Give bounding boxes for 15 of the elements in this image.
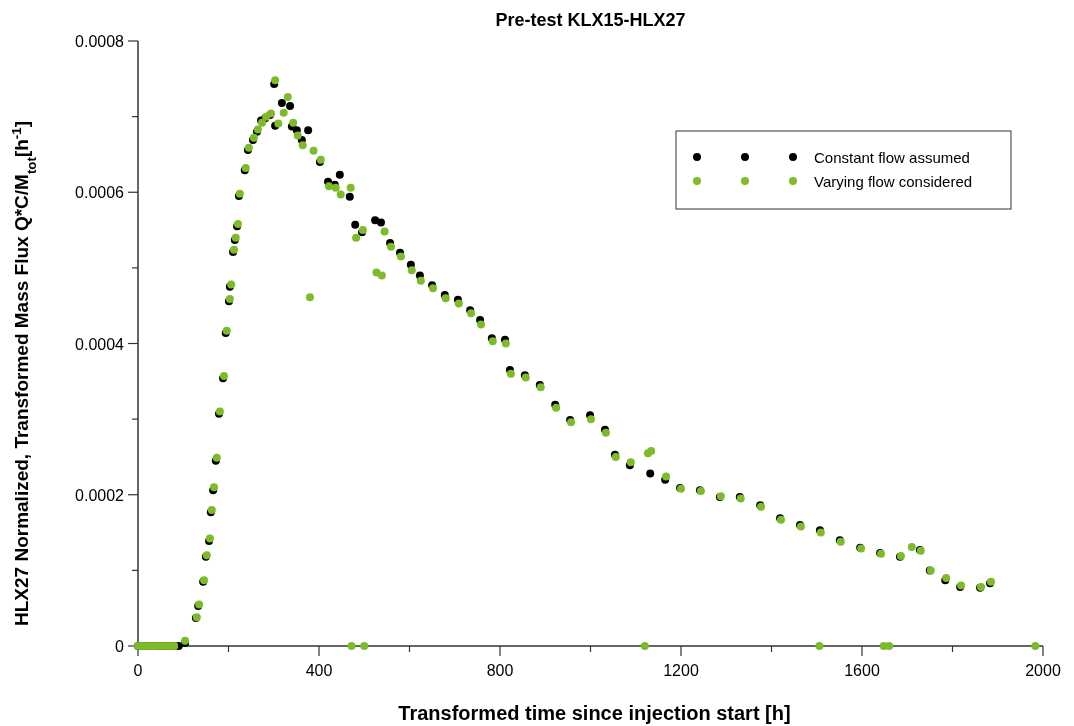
x-tick-label: 0: [133, 662, 143, 679]
x-tick-label: 400: [305, 662, 333, 679]
y-tick-label: 0.0004: [75, 335, 125, 353]
x-tick-label: 2000: [1025, 662, 1061, 679]
legend-label: Constant flow assumed: [814, 149, 970, 166]
y-tick-label: 0: [115, 638, 125, 655]
legend-label: Varying flow considered: [814, 173, 973, 190]
y-tick-label: 0.0008: [75, 33, 125, 50]
x-tick-label: 1200: [663, 662, 699, 679]
x-tick-label: 800: [486, 662, 514, 679]
x-axis-title: Transformed time since injection start [h]: [398, 702, 791, 724]
x-tick-label: 1600: [844, 662, 880, 679]
chart-title: Pre-test KLX15-HLX27: [495, 10, 686, 30]
y-tick-label: 0.0002: [75, 486, 125, 504]
y-tick-label: 0.0006: [75, 184, 125, 202]
